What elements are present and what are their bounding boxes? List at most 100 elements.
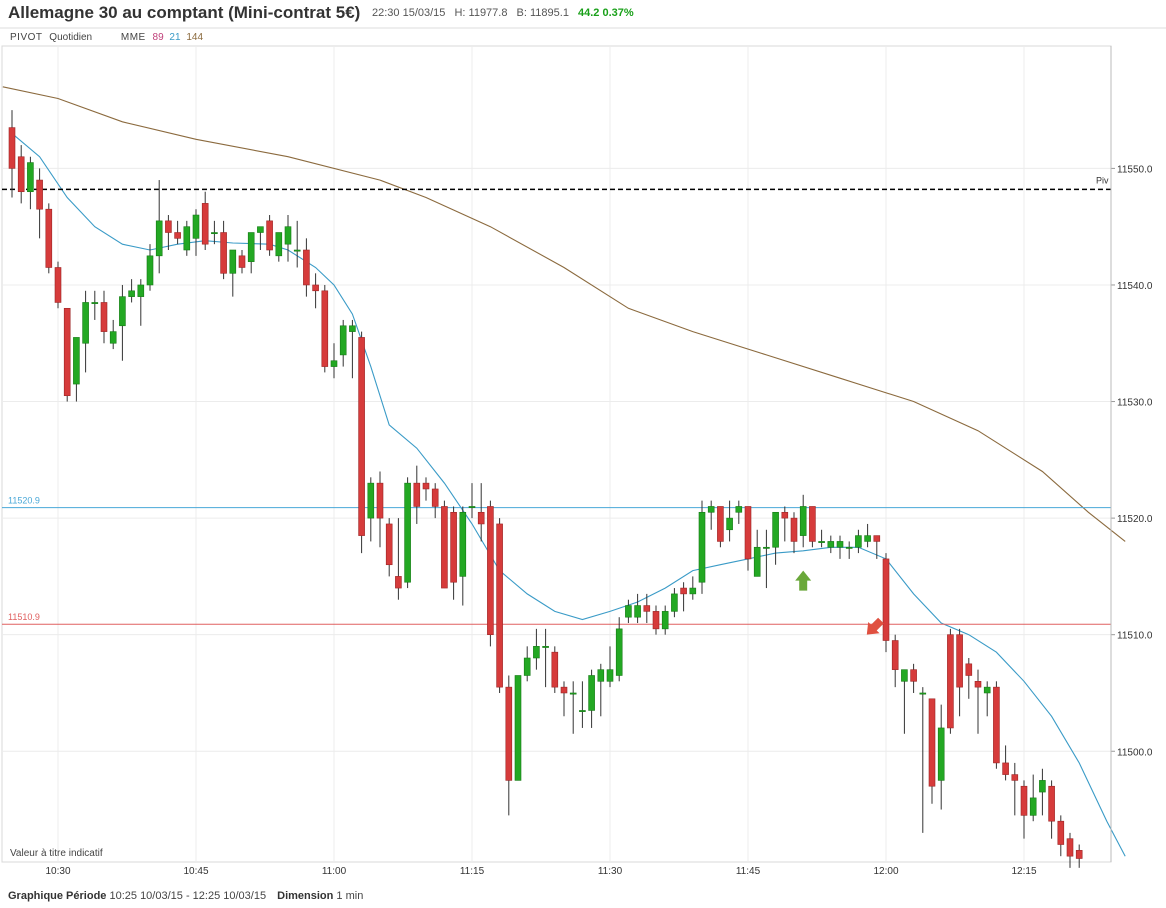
mme-period-89: 89 bbox=[152, 32, 164, 43]
price-levels: Piv 11520.9 11510.9 bbox=[2, 175, 1111, 625]
candle-body bbox=[928, 698, 936, 787]
candle bbox=[413, 465, 421, 524]
candle-body bbox=[211, 232, 218, 235]
candle bbox=[201, 191, 209, 250]
candle bbox=[818, 529, 825, 548]
candle-body bbox=[1002, 762, 1009, 775]
candle bbox=[652, 605, 660, 635]
dimension-label: Dimension bbox=[277, 890, 334, 902]
candle bbox=[882, 553, 890, 653]
candle bbox=[211, 220, 218, 245]
candle bbox=[431, 483, 439, 519]
candle bbox=[330, 343, 338, 379]
candle-body bbox=[349, 325, 356, 332]
candle-body bbox=[579, 710, 586, 712]
candle-body bbox=[477, 511, 485, 525]
candle bbox=[128, 279, 135, 303]
candle bbox=[551, 646, 559, 693]
candle-body bbox=[790, 517, 798, 542]
candle bbox=[845, 541, 853, 559]
candle bbox=[91, 290, 99, 320]
x-tick-label: 10:45 bbox=[183, 866, 208, 877]
down-arrow-icon bbox=[866, 617, 884, 635]
ema-21-path bbox=[11, 132, 1126, 857]
candle-body bbox=[54, 267, 62, 303]
candle-body bbox=[137, 284, 145, 297]
candle-body bbox=[910, 669, 917, 682]
candle-body bbox=[772, 511, 779, 548]
candle bbox=[974, 669, 982, 734]
candle-body bbox=[864, 535, 871, 542]
period-value: 10:25 10/03/15 - 12:25 10/03/15 bbox=[109, 890, 267, 902]
candle bbox=[321, 284, 329, 373]
candle-body bbox=[560, 686, 568, 694]
candle-body bbox=[119, 296, 126, 327]
candle-body bbox=[983, 686, 991, 694]
pivot-label[interactable]: PIVOT bbox=[10, 32, 43, 43]
candle bbox=[63, 307, 71, 402]
candle bbox=[487, 500, 494, 647]
candle-body bbox=[1057, 820, 1065, 845]
timestamp: 22:30 15/03/15 bbox=[372, 7, 446, 19]
candle bbox=[744, 506, 752, 571]
candle bbox=[376, 471, 384, 548]
candle-body bbox=[266, 220, 273, 251]
candle-body bbox=[542, 646, 549, 648]
candle-body bbox=[634, 605, 641, 618]
candle-body bbox=[615, 628, 623, 676]
candle-body bbox=[836, 541, 844, 548]
candle bbox=[855, 529, 862, 554]
instrument-title: Allemagne 30 au comptant (Mini-contrat 5… bbox=[8, 3, 361, 22]
candle bbox=[588, 669, 595, 728]
price-info: 22:30 15/03/15 H: 11977.8 B: 11895.1 44.… bbox=[372, 7, 640, 19]
candle-body bbox=[229, 249, 237, 274]
y-tick-label: 11540.0 bbox=[1117, 281, 1153, 292]
candle-body bbox=[165, 220, 172, 233]
candle bbox=[45, 203, 53, 274]
candle bbox=[385, 518, 393, 577]
candle-body bbox=[376, 482, 384, 519]
candle bbox=[983, 681, 991, 717]
candle-body bbox=[339, 325, 347, 356]
candle bbox=[698, 500, 706, 594]
up-arrow-icon bbox=[795, 570, 812, 591]
candle bbox=[238, 250, 246, 274]
candle bbox=[257, 226, 264, 250]
candle bbox=[275, 232, 283, 262]
pivot-period: Quotidien bbox=[49, 32, 93, 43]
candle-body bbox=[496, 523, 503, 688]
candle-body bbox=[707, 506, 715, 513]
candle bbox=[873, 535, 881, 559]
candle-body bbox=[680, 587, 687, 595]
high-value: H: 11977.8 bbox=[454, 7, 508, 19]
candle bbox=[36, 168, 43, 239]
candle-body bbox=[82, 302, 89, 344]
candle bbox=[284, 215, 292, 262]
candle-body bbox=[956, 634, 963, 688]
candle-body bbox=[183, 226, 191, 251]
change-value: 44.2 0.37% bbox=[578, 7, 634, 19]
candle-body bbox=[201, 203, 209, 245]
candle bbox=[772, 511, 779, 565]
candle-body bbox=[882, 558, 890, 641]
mme-label[interactable]: MME bbox=[120, 32, 146, 43]
candle-body bbox=[247, 232, 255, 262]
candle bbox=[8, 110, 16, 198]
chart-grid bbox=[0, 27, 1166, 863]
candle bbox=[1029, 774, 1037, 822]
candle bbox=[836, 535, 844, 559]
candle bbox=[726, 500, 733, 542]
candle bbox=[174, 220, 181, 245]
candle bbox=[615, 617, 623, 682]
candle bbox=[367, 477, 375, 542]
candle bbox=[928, 698, 936, 804]
candle bbox=[671, 588, 678, 618]
candle bbox=[146, 244, 154, 291]
candle bbox=[165, 215, 172, 250]
candle-body bbox=[17, 156, 25, 193]
candle bbox=[790, 512, 798, 554]
candle-body bbox=[404, 482, 411, 583]
candle bbox=[266, 215, 273, 256]
candle-body bbox=[413, 482, 421, 507]
